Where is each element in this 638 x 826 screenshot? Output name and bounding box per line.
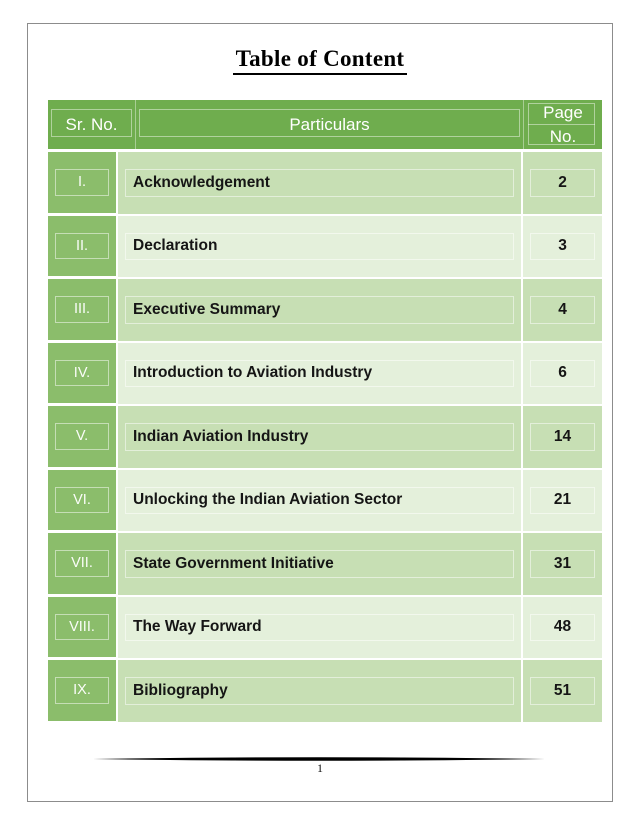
particulars-value: Acknowledgement [133,173,270,191]
page-no-value: 31 [553,554,572,572]
sr-no-value: V. [75,428,89,445]
particulars-value: The Way Forward [133,618,262,636]
page-no-value: 48 [553,618,572,636]
table-row: VI. Unlocking the Indian Aviation Sector… [48,469,602,534]
table-header-row: Sr. No. Particulars Page No. [48,100,602,152]
page-title: Table of Content [232,46,408,75]
sr-no-value: VIII. [69,618,95,635]
sr-no-cell: IX. [48,660,116,721]
table-row: VIII. The Way Forward 48 [48,596,602,661]
header-label-no: No. [549,127,577,146]
page-no-value: 6 [558,364,567,382]
sr-no-cell: VII. [48,533,116,594]
sr-no-value: IV. [73,364,91,381]
header-cell-page-no: Page No. [523,100,602,149]
sr-no-value: III. [73,301,91,318]
particulars-value: Indian Aviation Industry [133,427,309,445]
page-no-cell: 2 [523,152,602,214]
particulars-cell: Declaration [118,215,521,277]
sr-no-cell: V. [48,406,116,467]
particulars-cell: The Way Forward [118,596,521,658]
title-area: Table of Content [28,46,612,75]
page-no-cell: 4 [523,279,602,341]
sr-no-value: II. [75,237,89,254]
page-no-value: 14 [553,427,572,445]
particulars-cell: Unlocking the Indian Aviation Sector [118,469,521,531]
header-label-sr-no: Sr. No. [65,114,118,134]
page-no-value: 3 [558,237,567,255]
sr-no-cell: II. [48,215,116,276]
table-row: IX. Bibliography 51 [48,660,602,724]
header-cell-sr-no: Sr. No. [48,100,135,149]
table-row: III. Executive Summary 4 [48,279,602,343]
sr-no-cell: VIII. [48,596,116,657]
header-label-page: Page [543,103,583,122]
header-label-particulars: Particulars [289,114,370,134]
sr-no-cell: VI. [48,469,116,530]
page-no-value: 21 [553,491,572,509]
toc-table: Sr. No. Particulars Page No. I. Acknowle… [48,100,602,724]
page-no-cell: 51 [523,660,602,722]
page-no-cell: 3 [523,215,602,277]
page-no-cell: 48 [523,596,602,658]
particulars-value: Declaration [133,237,218,255]
footer-page-number: 1 [317,761,323,775]
footer-decorative-rule [93,757,545,761]
particulars-cell: Introduction to Aviation Industry [118,342,521,404]
page-no-cell: 21 [523,469,602,531]
page-sheet: Table of Content Sr. No. Particulars Pag… [27,23,613,802]
particulars-cell: Bibliography [118,660,521,722]
page-no-value: 51 [553,681,572,699]
page-no-cell: 6 [523,342,602,404]
particulars-value: Unlocking the Indian Aviation Sector [133,491,403,509]
header-cell-particulars: Particulars [135,100,523,149]
particulars-value: Introduction to Aviation Industry [133,364,373,382]
page-no-value: 4 [558,300,567,318]
sr-no-value: I. [77,174,87,191]
page-no-cell: 31 [523,533,602,595]
sr-no-value: VII. [71,555,93,572]
particulars-cell: State Government Initiative [118,533,521,595]
particulars-value: State Government Initiative [133,554,334,572]
sr-no-cell: IV. [48,342,116,403]
particulars-cell: Acknowledgement [118,152,521,214]
particulars-cell: Indian Aviation Industry [118,406,521,468]
table-body: I. Acknowledgement 2 II. Declaration 3 I… [48,152,602,724]
particulars-cell: Executive Summary [118,279,521,341]
sr-no-value: IX. [73,682,91,699]
table-row: IV. Introduction to Aviation Industry 6 [48,342,602,407]
page-no-cell: 14 [523,406,602,468]
particulars-value: Executive Summary [133,300,281,318]
table-row: VII. State Government Initiative 31 [48,533,602,597]
sr-no-cell: III. [48,279,116,340]
sr-no-cell: I. [48,152,116,213]
table-row: II. Declaration 3 [48,215,602,280]
table-row: V. Indian Aviation Industry 14 [48,406,602,470]
table-row: I. Acknowledgement 2 [48,152,602,216]
sr-no-value: VI. [73,491,91,508]
particulars-value: Bibliography [133,681,228,699]
page-no-value: 2 [558,173,567,191]
